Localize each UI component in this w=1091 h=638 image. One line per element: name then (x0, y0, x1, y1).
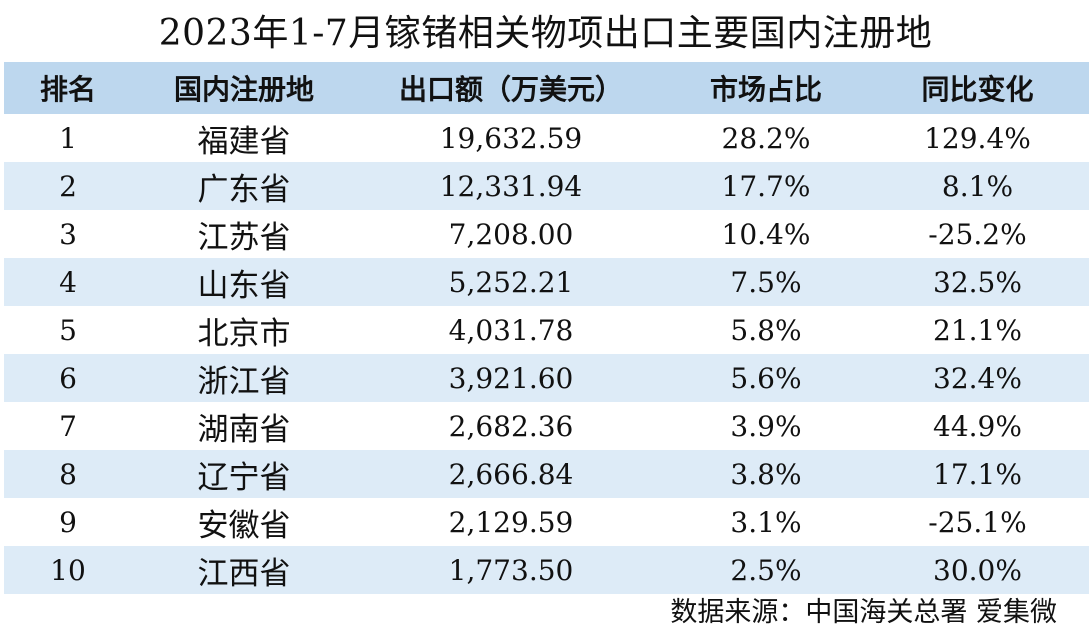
table-row: 6 浙江省 3,921.60 5.6% 32.4% (4, 354, 1089, 402)
cell-yoy: 21.1% (933, 313, 1022, 347)
cell-region: 浙江省 (197, 363, 291, 400)
cell-region: 山东省 (197, 267, 291, 304)
cell-region: 北京市 (197, 315, 291, 352)
cell-yoy: 32.5% (933, 265, 1022, 299)
table-body: 1 福建省 19,632.59 28.2% 129.4% 2 广东省 12,331.94 17.… (4, 114, 1089, 594)
header-share: 市场占比 (709, 73, 822, 106)
cell-rank: 4 (59, 265, 77, 299)
cell-exports: 2,666.84 (448, 457, 574, 491)
cell-share: 28.2% (721, 121, 811, 155)
cell-rank: 2 (59, 169, 77, 203)
cell-share: 10.4% (721, 217, 811, 251)
table-row: 8 辽宁省 2,666.84 3.8% 17.1% (4, 450, 1089, 498)
cell-share: 5.8% (730, 313, 802, 347)
cell-exports: 12,331.94 (439, 169, 583, 203)
cell-exports: 5,252.21 (448, 265, 574, 299)
source-note: 数据来源：中国海关总署 爱集微 (670, 597, 1057, 628)
data-table: 排名 国内注册地 出口额（万美元） 市场占比 同比变化 1 福建省 19,632.5… (4, 62, 1089, 594)
cell-exports: 19,632.59 (439, 121, 583, 155)
cell-share: 3.1% (730, 505, 802, 539)
table-row: 10 江西省 1,773.50 2.5% 30.0% (4, 546, 1089, 594)
cell-share: 17.7% (721, 169, 811, 203)
header-region: 国内注册地 (173, 73, 314, 106)
cell-exports: 1,773.50 (448, 553, 574, 587)
cell-rank: 9 (59, 505, 77, 539)
table-row: 5 北京市 4,031.78 5.8% 21.1% (4, 306, 1089, 354)
table-row: 1 福建省 19,632.59 28.2% 129.4% (4, 114, 1089, 162)
header-rank: 排名 (39, 73, 96, 106)
cell-exports: 2,682.36 (448, 409, 574, 443)
cell-yoy: 44.9% (933, 409, 1022, 443)
table-row: 4 山东省 5,252.21 7.5% 32.5% (4, 258, 1089, 306)
cell-share: 3.8% (730, 457, 802, 491)
cell-yoy: 17.1% (933, 457, 1022, 491)
cell-share: 3.9% (730, 409, 802, 443)
cell-region: 江西省 (197, 555, 291, 592)
cell-yoy: 30.0% (933, 553, 1022, 587)
cell-rank: 7 (59, 409, 77, 443)
cell-share: 2.5% (730, 553, 802, 587)
cell-yoy: 129.4% (924, 121, 1031, 155)
table-row: 3 江苏省 7,208.00 10.4% -25.2% (4, 210, 1089, 258)
cell-exports: 7,208.00 (448, 217, 574, 251)
cell-rank: 8 (59, 457, 77, 491)
cell-exports: 3,921.60 (448, 361, 574, 395)
cell-region: 广东省 (197, 171, 291, 208)
table-row: 7 湖南省 2,682.36 3.9% 44.9% (4, 402, 1089, 450)
cell-rank: 1 (59, 121, 77, 155)
cell-region: 安徽省 (197, 507, 291, 544)
table-row: 2 广东省 12,331.94 17.7% 8.1% (4, 162, 1089, 210)
cell-exports: 2,129.59 (448, 505, 574, 539)
header-exports: 出口额（万美元） (398, 73, 623, 106)
table-header-row: 排名 国内注册地 出口额（万美元） 市场占比 同比变化 (4, 62, 1089, 114)
cell-yoy: -25.1% (928, 505, 1027, 539)
cell-rank: 6 (59, 361, 77, 395)
cell-rank: 3 (59, 217, 77, 251)
table-row: 9 安徽省 2,129.59 3.1% -25.1% (4, 498, 1089, 546)
cell-region: 辽宁省 (197, 459, 291, 496)
cell-yoy: -25.2% (928, 217, 1027, 251)
cell-yoy: 32.4% (933, 361, 1022, 395)
cell-share: 7.5% (730, 265, 802, 299)
cell-rank: 5 (59, 313, 77, 347)
chart-title: 2023年1-7月镓锗相关物项出口主要国内注册地 (158, 13, 933, 54)
cell-exports: 4,031.78 (448, 313, 574, 347)
cell-region: 湖南省 (197, 411, 291, 448)
cell-yoy: 8.1% (941, 169, 1014, 203)
cell-share: 5.6% (730, 361, 802, 395)
cell-rank: 10 (50, 553, 86, 587)
cell-region: 江苏省 (197, 219, 291, 256)
header-yoy: 同比变化 (921, 73, 1034, 106)
cell-region: 福建省 (197, 123, 291, 160)
